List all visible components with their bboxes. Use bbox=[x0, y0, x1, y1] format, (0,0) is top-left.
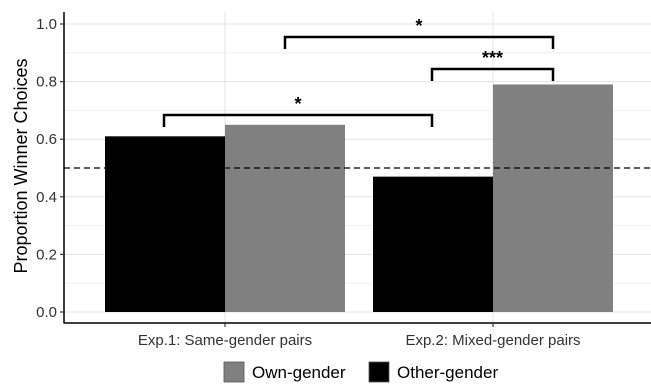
y-tick-label: 1.0 bbox=[36, 16, 57, 33]
bar-own-gender-2 bbox=[493, 84, 613, 312]
significance-bracket bbox=[283, 35, 555, 49]
significance-bracket bbox=[430, 67, 555, 81]
x-category-labels: Exp.1: Same-gender pairs Exp.2: Mixed-gen… bbox=[138, 332, 581, 349]
significance-bracket bbox=[162, 113, 434, 127]
y-axis-title: Proportion Winner Choices bbox=[11, 58, 31, 273]
bar-own-gender-1 bbox=[225, 124, 345, 312]
legend-label-other-gender: Other-gender bbox=[397, 363, 498, 382]
bars bbox=[105, 84, 613, 312]
significance-label: * bbox=[415, 16, 422, 36]
legend-swatch-own-gender bbox=[223, 361, 245, 383]
y-tick-labels: 0.0 0.2 0.4 0.6 0.8 1.0 bbox=[36, 16, 57, 321]
x-category-label: Exp.1: Same-gender pairs bbox=[138, 332, 312, 349]
y-tick-label: 0.4 bbox=[36, 189, 57, 206]
y-tick-label: 0.0 bbox=[36, 304, 57, 321]
y-tick-label: 0.8 bbox=[36, 74, 57, 91]
significance-label: * bbox=[294, 94, 301, 114]
significance-brackets: ***** bbox=[162, 16, 555, 127]
legend: Own-gender Other-gender bbox=[223, 361, 498, 383]
bar-other-gender-1 bbox=[105, 136, 225, 312]
x-category-label: Exp.2: Mixed-gender pairs bbox=[405, 332, 580, 349]
legend-label-own-gender: Own-gender bbox=[252, 363, 346, 382]
axes bbox=[60, 12, 651, 327]
significance-label: *** bbox=[482, 48, 503, 68]
y-tick-label: 0.2 bbox=[36, 246, 57, 263]
bar-other-gender-2 bbox=[373, 176, 493, 312]
legend-swatch-other-gender bbox=[368, 361, 390, 383]
y-tick-label: 0.6 bbox=[36, 131, 57, 148]
